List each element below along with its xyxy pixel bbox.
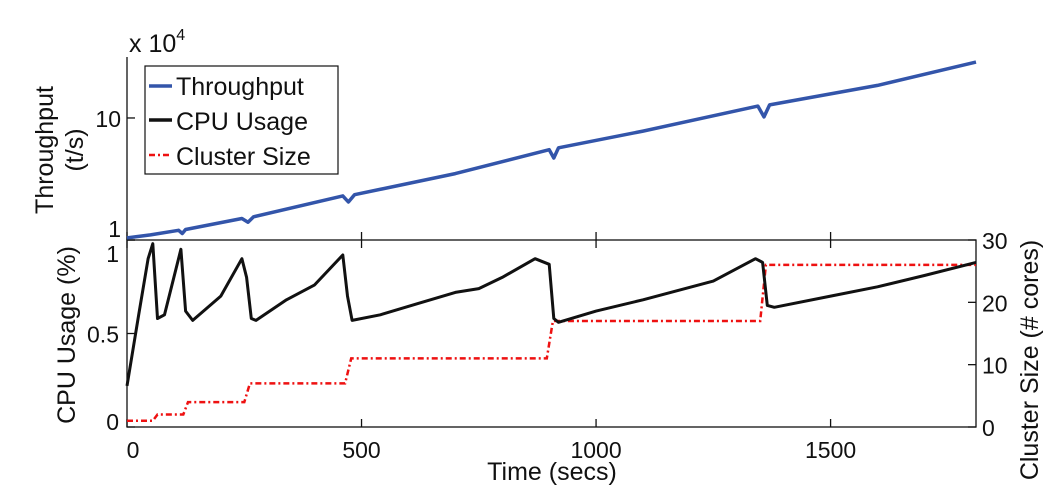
left-y-tick-label: 1 xyxy=(106,241,119,267)
x-tick-label: 1500 xyxy=(805,437,856,463)
x-axis-label: Time (secs) xyxy=(487,458,617,486)
series-cpu-usage xyxy=(125,242,977,387)
top-y-label-line1: Throughput xyxy=(31,86,59,214)
series-layer xyxy=(125,60,977,423)
right-y-tick-label: 0 xyxy=(982,415,995,441)
x-tick-label: 500 xyxy=(342,437,380,463)
right-y-tick-label: 20 xyxy=(982,290,1008,316)
left-y-tick-label: 0 xyxy=(106,409,119,435)
series-throughput xyxy=(126,60,977,240)
x-tick-label: 0 xyxy=(127,437,140,463)
legend: Throughput CPU Usage Cluster Size xyxy=(144,65,339,175)
top-y-label-line2: (t/s) xyxy=(61,128,89,171)
legend-box xyxy=(144,65,339,175)
axis-labels: Throughput (t/s) CPU Usage (%) Cluster S… xyxy=(31,27,1044,486)
x-tick-label: 1000 xyxy=(570,437,621,463)
top-multiplier: x 104 xyxy=(129,27,185,58)
legend-label-cpu: CPU Usage xyxy=(176,108,308,136)
right-y-tick-label: 10 xyxy=(982,353,1008,379)
bottom-right-y-label: Cluster Size (# cores) xyxy=(1016,240,1044,480)
bottom-left-y-label: CPU Usage (%) xyxy=(53,246,81,424)
series-cluster-size xyxy=(127,263,976,423)
right-y-tick-label: 30 xyxy=(982,228,1008,254)
top-y-tick-label: 1 xyxy=(108,216,121,242)
left-y-tick-label: 0.5 xyxy=(87,322,119,348)
top-y-tick-label: 10 xyxy=(95,106,121,132)
multiplier-exponent: 4 xyxy=(176,27,185,44)
multiplier-base: x 10 xyxy=(129,30,176,58)
legend-label-cluster: Cluster Size xyxy=(176,143,311,171)
legend-label-throughput: Throughput xyxy=(176,73,304,101)
